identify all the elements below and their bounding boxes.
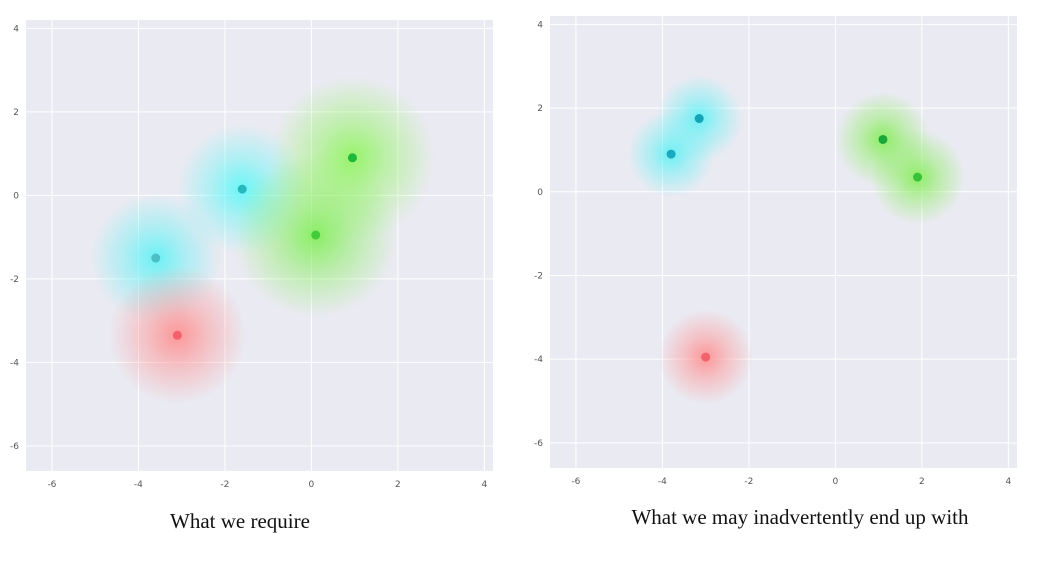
x-tick-label: -6 xyxy=(47,480,56,490)
chart-caption: What we may inadvertently end up with xyxy=(631,505,969,529)
data-point-cyan xyxy=(237,184,247,194)
x-tick-label: 4 xyxy=(481,480,487,490)
chart-what-we-require: -6 -4 -2 0 2 4 -6 -4 -2 0 2 4 What we require xyxy=(10,20,493,533)
x-tick-label: 0 xyxy=(833,477,839,487)
data-point-green xyxy=(311,230,321,240)
y-tick-label: 2 xyxy=(13,108,19,118)
x-tick-label: 2 xyxy=(919,477,925,487)
data-point-cyan xyxy=(694,114,704,124)
y-tick-label: -4 xyxy=(10,358,19,368)
y-tick-label: 4 xyxy=(13,24,19,34)
x-tick-label: -6 xyxy=(571,477,580,487)
x-tick-label: -2 xyxy=(744,477,753,487)
y-tick-label: 2 xyxy=(537,104,543,114)
chart-caption: What we require xyxy=(170,509,310,533)
y-tick-label: -4 xyxy=(534,355,543,365)
data-point-red xyxy=(701,352,711,362)
plot-background xyxy=(550,16,1017,468)
data-point-green xyxy=(878,134,888,144)
y-tick-label: -6 xyxy=(534,439,543,449)
data-point-red xyxy=(172,330,182,340)
data-point-green xyxy=(913,172,923,182)
y-tick-label: 0 xyxy=(13,191,19,201)
y-tick-label: -2 xyxy=(10,275,19,285)
x-tick-label: 2 xyxy=(395,480,401,490)
x-tick-label: -2 xyxy=(220,480,229,490)
data-point-green xyxy=(347,153,357,163)
data-point-cyan xyxy=(666,149,676,159)
x-tick-label: 4 xyxy=(1005,477,1011,487)
x-tick-label: -4 xyxy=(658,477,667,487)
y-tick-label: 0 xyxy=(537,188,543,198)
data-point-cyan xyxy=(151,253,161,263)
x-tick-label: -4 xyxy=(134,480,143,490)
chart-what-we-may-end-up-with: -6 -4 -2 0 2 4 -6 -4 -2 0 2 4 What we may inadverten… xyxy=(534,16,1017,529)
y-tick-label: 4 xyxy=(537,20,543,30)
y-tick-label: -2 xyxy=(534,271,543,281)
y-tick-label: -6 xyxy=(10,442,19,452)
x-tick-label: 0 xyxy=(309,480,315,490)
